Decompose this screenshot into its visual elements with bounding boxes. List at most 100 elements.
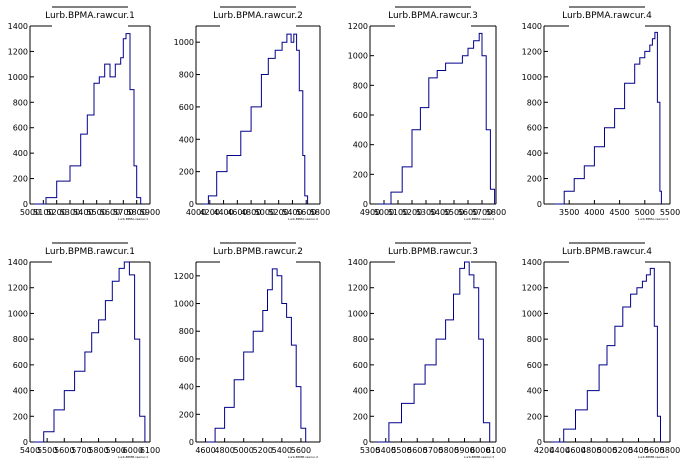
x-tick-label: 5200 — [268, 208, 288, 217]
histogram-panel-1: Lurb.BPMA.rawcur.1 0 200 400 600 800 1000 1200 1… — [8, 6, 160, 221]
x-tick-label: 5000 — [374, 208, 394, 217]
y-tick-label: 400 — [13, 149, 28, 158]
histogram-bin — [251, 107, 261, 204]
y-tick-label: 1400 — [8, 258, 28, 267]
histogram-bin — [294, 34, 297, 204]
y-tick-label: 1400 — [522, 258, 542, 267]
y-tick-label: 0 — [23, 200, 28, 209]
x-tick-label: 4600 — [195, 446, 215, 455]
x-tick-label: 5600 — [644, 446, 664, 455]
histogram-bin — [584, 166, 594, 204]
histogram-bin — [135, 339, 140, 442]
histogram-bin — [121, 58, 124, 204]
y-tick-label: 200 — [527, 175, 542, 184]
histogram-bin — [268, 58, 275, 204]
y-tick-label: 200 — [13, 175, 28, 184]
y-tick-label: 1000 — [348, 309, 368, 318]
histogram-bin — [454, 294, 460, 442]
histogram-panel-6: Lurb.BPMB.rawcur.2 0 200 400 600 800 1000 1200 4… — [174, 242, 321, 459]
histogram-bin — [479, 33, 482, 204]
histogram-bin — [605, 128, 615, 204]
histogram-bin — [110, 77, 115, 204]
histogram-bin — [137, 198, 141, 204]
histogram-bin — [635, 64, 640, 204]
y-tick-label: 400 — [179, 135, 194, 144]
x-tick-label: 5800 — [88, 446, 108, 455]
x-tick-label: 5200 — [613, 446, 633, 455]
x-tick-label: 4800 — [214, 446, 234, 455]
histogram-series — [376, 261, 491, 443]
x-tick-label: 5000 — [635, 208, 655, 217]
y-tick-label: 1200 — [348, 22, 368, 31]
x-tick-label: 5300 — [360, 446, 380, 455]
panel-title: Lurb.BPMA.rawcur.2 — [213, 11, 303, 21]
panel-title: Lurb.BPMB.rawcur.3 — [388, 247, 478, 257]
y-tick-label: 1200 — [8, 47, 28, 56]
x-tick-label: 5800 — [126, 208, 146, 217]
histogram-bin — [637, 288, 643, 442]
x-tick-label: 5200 — [46, 208, 66, 217]
y-tick-label: 0 — [189, 200, 194, 209]
histogram-bin — [46, 198, 57, 204]
x-axis-title: Lurb.BPMB.rawcur.3 — [464, 455, 494, 459]
histogram-bin — [296, 387, 301, 442]
histogram-bin — [425, 365, 436, 442]
x-axis-title: Lurb.BPMB.rawcur.4 — [638, 455, 668, 459]
x-tick-label: 5800 — [439, 446, 459, 455]
x-tick-label: 6100 — [140, 446, 160, 455]
histogram-bin — [291, 42, 294, 204]
histogram-bin — [460, 268, 465, 442]
histogram-bin — [99, 77, 104, 204]
histogram-panel-2: Lurb.BPMA.rawcur.20200400600800100040004… — [174, 6, 330, 221]
histogram-bin — [241, 131, 251, 204]
x-axis-title: Lurb.BPMB.rawcur.1 — [118, 455, 148, 459]
histogram-bin — [479, 339, 484, 442]
x-tick-label: 5400 — [20, 446, 40, 455]
histogram-series — [205, 268, 307, 443]
x-tick-label: 5800 — [660, 446, 680, 455]
histogram-bin — [420, 108, 428, 204]
histogram-bin — [436, 339, 446, 442]
x-tick-label: 5900 — [454, 446, 474, 455]
x-tick-label: 4500 — [609, 208, 629, 217]
y-tick-label: 400 — [13, 387, 28, 396]
x-tick-label: 5100 — [388, 208, 408, 217]
x-tick-label: 5400 — [628, 446, 648, 455]
histogram-bin — [414, 384, 425, 442]
y-tick-label: 0 — [537, 438, 542, 447]
x-tick-label: 4400 — [550, 446, 570, 455]
histogram-bin — [486, 130, 490, 204]
y-tick-label: 1200 — [348, 284, 368, 293]
x-tick-label: 5000 — [20, 208, 40, 217]
histogram-bin — [99, 320, 106, 442]
histogram-bin — [140, 416, 145, 442]
x-axis-title: Lurb.BPMB.rawcur.2 — [288, 455, 318, 459]
x-tick-label: 5600 — [291, 446, 311, 455]
histogram-bin — [64, 391, 74, 442]
histogram-bin — [287, 34, 291, 204]
histogram-bin — [615, 326, 623, 442]
histogram-series — [378, 32, 496, 205]
y-tick-label: 200 — [179, 410, 194, 419]
histogram-bin — [468, 48, 474, 204]
y-tick-label: 800 — [13, 335, 28, 344]
x-tick-label: 4800 — [581, 446, 601, 455]
histogram-series — [554, 31, 662, 205]
histogram-bin — [275, 50, 282, 204]
x-tick-label: 5400 — [282, 208, 302, 217]
histogram-bin — [607, 346, 615, 442]
histogram-bin — [227, 156, 241, 205]
x-tick-label: 5300 — [60, 208, 80, 217]
x-tick-label: 4600 — [227, 208, 247, 217]
x-axis-title: Lurb.BPMA.rawcur.4 — [638, 217, 668, 221]
histogram-bin — [429, 78, 437, 204]
y-tick-label: 600 — [179, 355, 194, 364]
y-tick-label: 0 — [23, 438, 28, 447]
histogram-panel-5: Lurb.BPMB.rawcur.1 0 200 400 600 800 1000 1200 1… — [8, 242, 160, 459]
x-tick-label: 4200 — [200, 208, 220, 217]
histogram-bin — [650, 45, 653, 204]
x-tick-label: 5500 — [391, 446, 411, 455]
y-tick-label: 200 — [179, 168, 194, 177]
histogram-bin — [130, 90, 134, 204]
histogram-panel-8: Lurb.BPMB.rawcur.4 0 200 400 600 800 1000 1200 1… — [522, 242, 680, 459]
